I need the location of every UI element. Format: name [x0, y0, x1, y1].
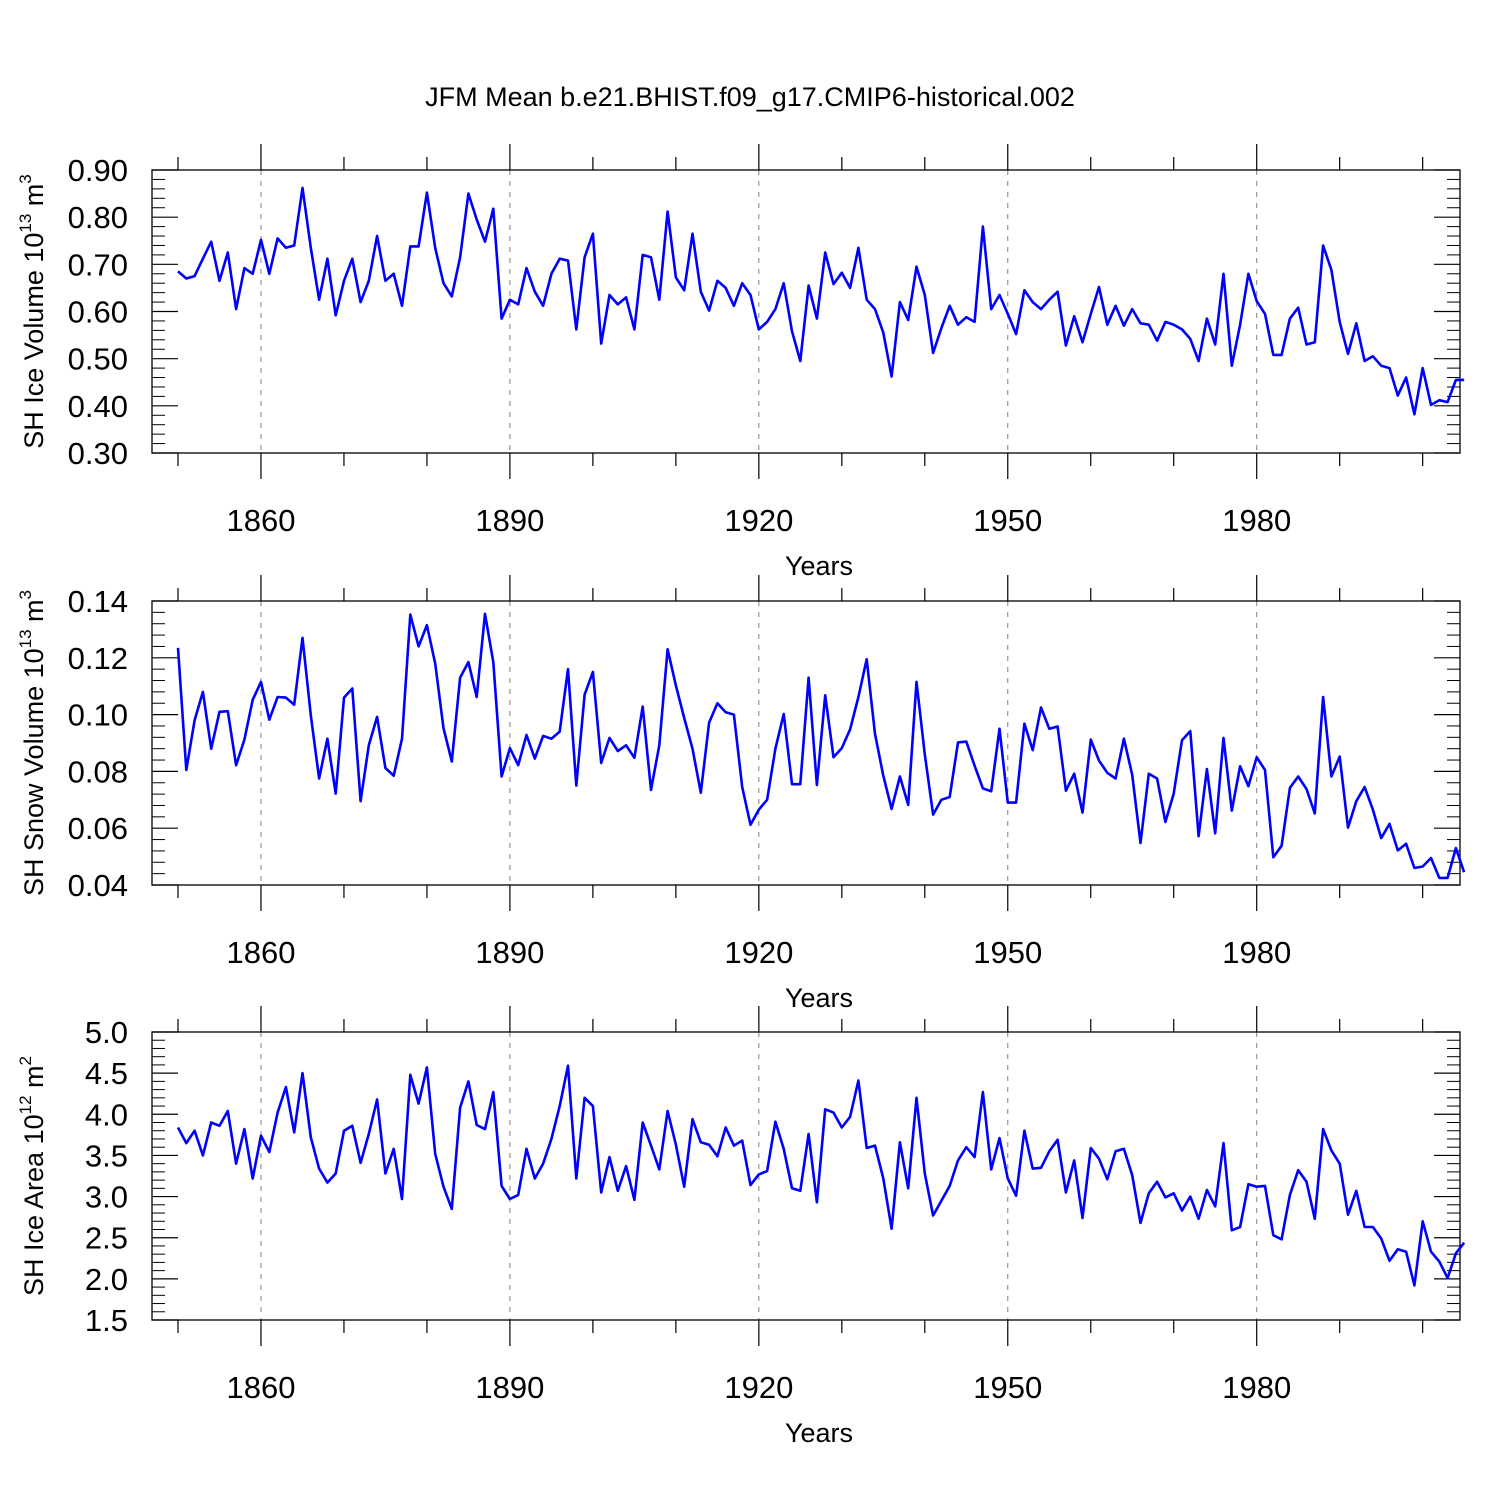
y-tick-label: 0.40 — [68, 389, 128, 424]
x-tick-label: 1920 — [724, 503, 793, 538]
x-tick-label: 1860 — [226, 1370, 295, 1405]
x-tick-label: 1950 — [973, 1370, 1042, 1405]
x-tick-label: 1920 — [724, 1370, 793, 1405]
y-axis-label: SH Ice Area 1012 m2 — [16, 1056, 49, 1296]
series-line — [176, 612, 1466, 880]
x-tick-label: 1860 — [226, 935, 295, 970]
y-tick-label: 0.10 — [68, 698, 128, 733]
x-tick-label: 1890 — [475, 935, 544, 970]
y-tick-label: 0.60 — [68, 295, 128, 330]
y-axis-label: SH Snow Volume 1013 m3 — [16, 590, 49, 896]
x-tick-label: 1980 — [1222, 1370, 1291, 1405]
x-tick-label: 1950 — [973, 503, 1042, 538]
y-tick-label: 2.5 — [85, 1221, 128, 1256]
y-tick-label: 0.50 — [68, 342, 128, 377]
y-tick-label: 5.0 — [85, 1015, 128, 1050]
x-tick-label: 1860 — [226, 503, 295, 538]
y-tick-label: 3.5 — [85, 1138, 128, 1173]
y-tick-label: 1.5 — [85, 1303, 128, 1338]
y-axis-label: SH Ice Volume 1013 m3 — [16, 174, 49, 449]
y-tick-label: 0.12 — [68, 641, 128, 676]
x-axis-label: Years — [785, 551, 853, 581]
x-tick-label: 1920 — [724, 935, 793, 970]
y-tick-label: 0.80 — [68, 200, 128, 235]
y-tick-label: 2.0 — [85, 1262, 128, 1297]
y-tick-label: 4.0 — [85, 1097, 128, 1132]
x-tick-label: 1980 — [1222, 503, 1291, 538]
y-tick-label: 3.0 — [85, 1180, 128, 1215]
x-tick-label: 1950 — [973, 935, 1042, 970]
series-line — [176, 1064, 1466, 1287]
ice-volume-panel: 0.30 0.40 0.50 0.60 0.70 0.80 0.90 1860 1890 1920… — [16, 144, 1465, 581]
y-tick-label: 0.06 — [68, 811, 128, 846]
x-tick-label: 1980 — [1222, 935, 1291, 970]
x-tick-label: 1890 — [475, 503, 544, 538]
plot-frame — [151, 600, 1461, 886]
y-tick-label: 0.30 — [68, 436, 128, 471]
y-tick-label: 4.5 — [85, 1056, 128, 1091]
y-tick-label: 0.14 — [68, 584, 128, 619]
y-tick-label: 0.90 — [68, 153, 128, 188]
plot-frame — [151, 1031, 1461, 1321]
ice-area-panel: 1.5 2.0 2.5 3.0 3.5 4.0 4.5 5.0 1860 1890 1920 1950… — [16, 1006, 1466, 1448]
y-tick-label: 0.08 — [68, 754, 128, 789]
series-line — [177, 186, 1465, 416]
x-axis-label: Years — [785, 983, 853, 1013]
x-axis-label: Years — [785, 1418, 853, 1448]
chart-title: JFM Mean b.e21.BHIST.f09_g17.CMIP6-histo… — [425, 82, 1075, 112]
y-tick-label: 0.04 — [68, 868, 128, 903]
snow-volume-panel: 0.04 0.06 0.08 0.10 0.12 0.14 1860 1890 1920 1950… — [16, 575, 1466, 1013]
y-tick-label: 0.70 — [68, 247, 128, 282]
x-tick-label: 1890 — [475, 1370, 544, 1405]
